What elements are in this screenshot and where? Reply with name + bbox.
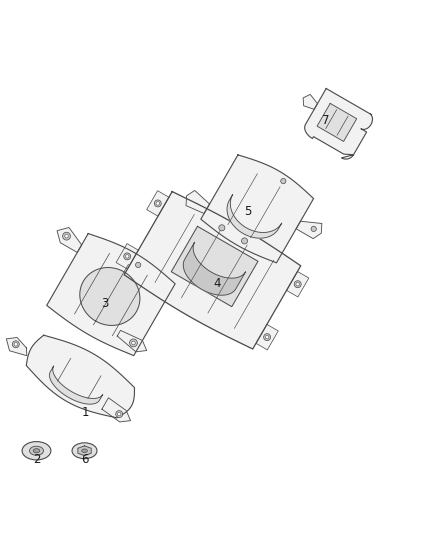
Polygon shape — [117, 330, 147, 352]
Circle shape — [125, 255, 129, 258]
Polygon shape — [147, 191, 169, 216]
Text: 5: 5 — [244, 205, 252, 219]
Ellipse shape — [22, 441, 51, 460]
Circle shape — [219, 225, 225, 231]
Circle shape — [241, 238, 247, 244]
Polygon shape — [286, 271, 309, 297]
Polygon shape — [171, 227, 258, 306]
Circle shape — [63, 232, 71, 240]
Text: 4: 4 — [213, 278, 221, 290]
Circle shape — [296, 282, 300, 286]
Circle shape — [264, 334, 271, 341]
Polygon shape — [26, 335, 134, 418]
Ellipse shape — [29, 446, 43, 455]
Text: 7: 7 — [322, 114, 330, 127]
Circle shape — [156, 201, 159, 205]
Circle shape — [311, 227, 316, 231]
Circle shape — [12, 341, 19, 348]
Polygon shape — [305, 88, 372, 159]
Polygon shape — [102, 398, 131, 422]
Polygon shape — [78, 446, 91, 456]
Circle shape — [130, 339, 138, 347]
Polygon shape — [80, 268, 140, 326]
Ellipse shape — [33, 449, 40, 453]
Circle shape — [281, 179, 286, 184]
Text: 6: 6 — [81, 453, 88, 466]
Circle shape — [294, 281, 301, 288]
Polygon shape — [201, 155, 314, 263]
Polygon shape — [317, 103, 357, 141]
Polygon shape — [47, 233, 175, 356]
Polygon shape — [186, 190, 209, 214]
Polygon shape — [183, 243, 246, 295]
Polygon shape — [296, 221, 322, 239]
Circle shape — [65, 235, 68, 238]
Circle shape — [265, 335, 269, 339]
Circle shape — [117, 413, 121, 416]
Circle shape — [14, 343, 18, 346]
Circle shape — [116, 410, 123, 417]
Ellipse shape — [81, 449, 87, 453]
Polygon shape — [303, 94, 318, 109]
Polygon shape — [124, 191, 301, 349]
Text: 2: 2 — [33, 453, 40, 466]
Polygon shape — [57, 228, 81, 253]
Polygon shape — [227, 195, 282, 238]
Polygon shape — [6, 337, 27, 356]
Circle shape — [132, 341, 135, 345]
Circle shape — [154, 200, 161, 207]
Text: 3: 3 — [101, 297, 108, 310]
Polygon shape — [49, 366, 103, 404]
Circle shape — [124, 253, 131, 260]
Text: 1: 1 — [82, 406, 90, 419]
Circle shape — [135, 262, 141, 268]
Polygon shape — [116, 244, 138, 269]
Ellipse shape — [72, 443, 97, 459]
Polygon shape — [256, 325, 278, 350]
